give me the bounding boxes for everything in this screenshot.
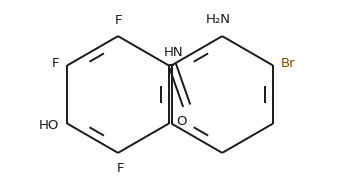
Text: H₂N: H₂N <box>206 13 230 26</box>
Text: HN: HN <box>164 46 183 59</box>
Text: HO: HO <box>39 119 59 132</box>
Text: F: F <box>114 14 122 27</box>
Text: F: F <box>52 57 59 70</box>
Text: O: O <box>176 115 186 128</box>
Text: Br: Br <box>281 57 296 70</box>
Text: F: F <box>116 162 124 175</box>
